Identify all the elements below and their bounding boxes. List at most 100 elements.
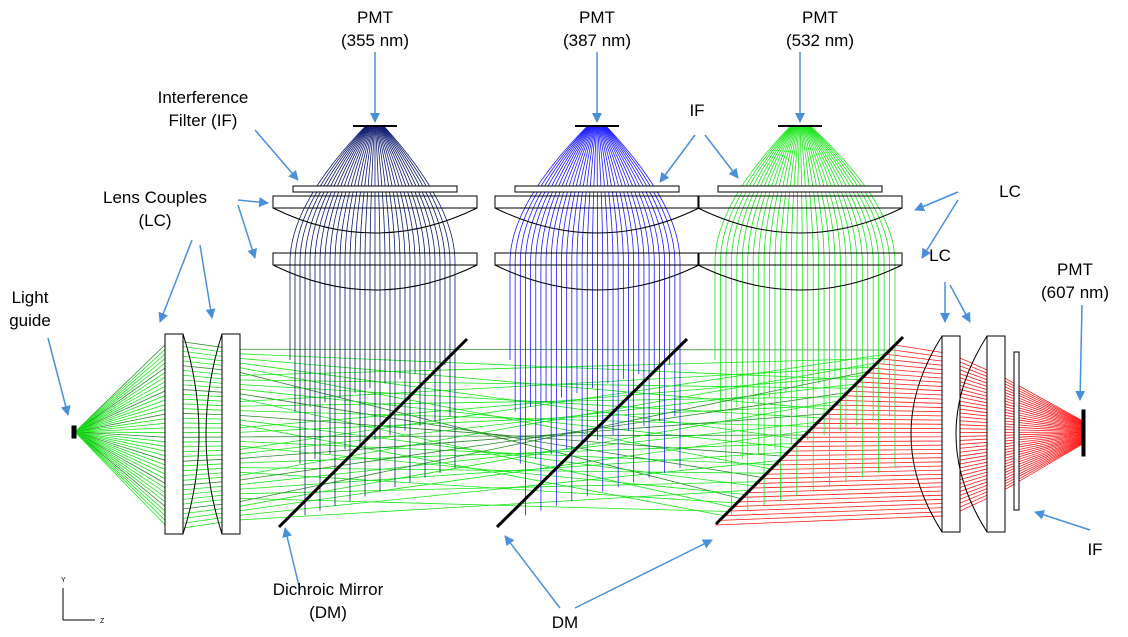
ray (514, 126, 588, 412)
ray (858, 381, 1085, 427)
axis-glyph (62, 588, 95, 621)
labels: PMT (355 nm) PMT (387 nm) PMT (532 nm) Interfe… (9, 8, 1109, 632)
ray (383, 126, 446, 365)
mirror (714, 335, 905, 526)
lens-curve (955, 335, 988, 533)
label: Light (12, 288, 49, 307)
ray (74, 396, 844, 433)
ray (381, 126, 431, 370)
ray (74, 366, 874, 433)
ray (602, 126, 645, 426)
lens-curve (494, 207, 700, 234)
label: (607 nm) (1041, 283, 1109, 302)
label: Filter (IF) (169, 111, 238, 130)
ray (304, 126, 367, 516)
arrows (47, 52, 1091, 609)
ray (74, 370, 869, 511)
lens (941, 335, 961, 533)
lens-curve (205, 333, 223, 535)
ray (377, 126, 401, 379)
ray (329, 126, 370, 455)
ray (733, 440, 1085, 507)
ray (74, 362, 878, 482)
ray (747, 126, 795, 511)
ray (894, 344, 1085, 422)
ray (339, 126, 372, 398)
ray (381, 126, 436, 422)
ray (807, 126, 869, 370)
ray (375, 126, 381, 492)
ray (811, 126, 896, 469)
ray (555, 126, 593, 506)
ray (319, 126, 369, 511)
arrow (1075, 304, 1086, 401)
arrow (949, 284, 971, 323)
ray (867, 372, 1085, 426)
ray (806, 126, 858, 426)
ray (830, 409, 1085, 430)
ray (730, 126, 793, 516)
ray (74, 378, 823, 433)
ray (720, 126, 791, 412)
label: (355 nm) (341, 31, 409, 50)
filter (717, 185, 883, 193)
lens-curve (910, 335, 943, 533)
ray (725, 126, 792, 464)
ray (576, 126, 595, 393)
ray (74, 373, 852, 433)
detector (1081, 409, 1086, 457)
label: PMT (357, 8, 393, 27)
ray (378, 126, 406, 431)
ray (571, 126, 595, 502)
ray (74, 422, 725, 517)
ray (344, 126, 372, 450)
ray (736, 126, 793, 408)
ray (74, 421, 818, 492)
lens-curve (697, 264, 903, 291)
ray (785, 126, 799, 393)
arrow (921, 199, 959, 259)
ray (74, 431, 750, 531)
lens (272, 195, 478, 209)
ray (784, 434, 1085, 457)
ray (603, 126, 655, 370)
ray (790, 126, 800, 445)
ray (803, 126, 830, 488)
ray (535, 126, 590, 459)
ray (74, 431, 797, 468)
label: (387 nm) (563, 31, 631, 50)
ray (779, 435, 1085, 461)
ray (742, 439, 1085, 498)
ray (74, 407, 814, 433)
lens-curve (272, 264, 478, 291)
ray (74, 431, 729, 512)
ray (601, 126, 640, 375)
ray (770, 436, 1085, 471)
ray (774, 126, 798, 450)
ray (74, 344, 861, 433)
arrow (704, 134, 739, 179)
ray (596, 126, 598, 440)
ray (871, 367, 1085, 425)
ray (862, 376, 1085, 426)
label: LC (929, 246, 951, 265)
ray (848, 390, 1085, 428)
label: Lens Couples (103, 188, 207, 207)
ray (816, 423, 1085, 432)
ray (334, 126, 371, 506)
label: (532 nm) (786, 31, 854, 50)
lens (697, 195, 903, 209)
ray (604, 126, 660, 422)
ray (74, 430, 810, 521)
label: PMT (579, 8, 615, 27)
ray (798, 432, 1085, 443)
ray (809, 126, 880, 473)
ray (885, 353, 1085, 424)
ray (74, 431, 780, 526)
ray (738, 440, 1085, 503)
arrow (574, 539, 713, 609)
ray (380, 126, 426, 478)
ray (793, 433, 1085, 447)
ray (800, 126, 809, 440)
